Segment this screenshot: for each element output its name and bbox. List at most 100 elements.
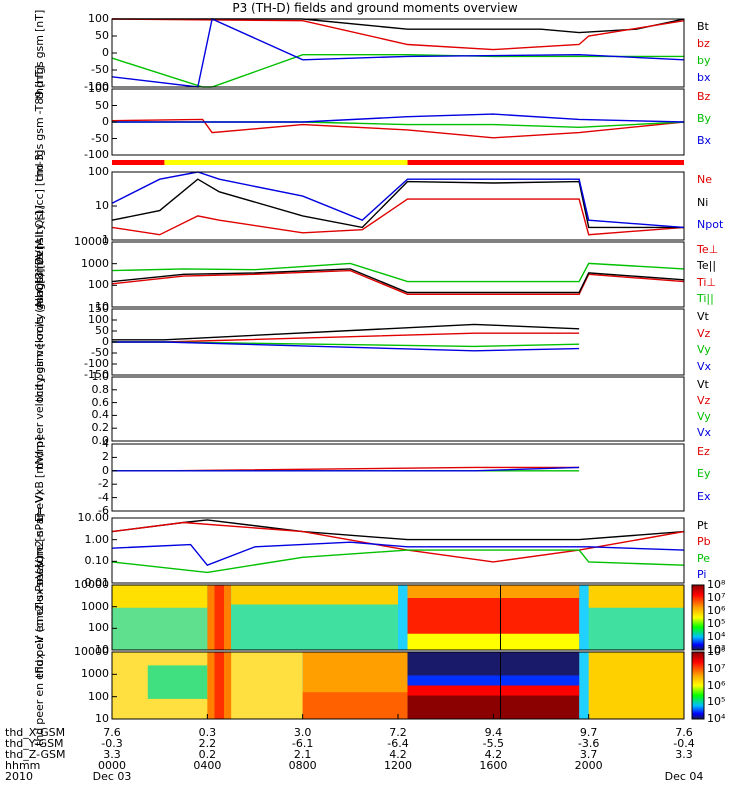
legend-entry: Vz	[697, 326, 711, 340]
series-bz-line	[111, 18, 685, 51]
colorbar-label: 10⁴	[707, 712, 726, 725]
y-tick-label: 150	[88, 302, 109, 315]
panel-frame	[111, 18, 685, 88]
colorbar-label: 10⁶	[707, 678, 726, 692]
ephemeris-value: 2.2	[198, 737, 217, 750]
legend-entry: Te⊥	[697, 243, 719, 256]
ephemeris-value: 4.2	[484, 748, 503, 761]
legend-entry: Vx	[697, 426, 712, 439]
legend-entry: Ni	[697, 195, 709, 209]
panel-temp-series	[111, 262, 685, 295]
ephemeris-value: -0.4	[673, 737, 695, 750]
legend-entry: By	[697, 112, 712, 125]
y-tick-label: 1.00	[84, 532, 110, 546]
y-tick-label: -6	[98, 504, 109, 517]
y-tick-label: 10	[95, 199, 109, 212]
legend-entry: Te||	[697, 259, 717, 273]
y-axis-label-line: gsm	[33, 350, 46, 374]
y-tick-label: 100	[88, 82, 109, 95]
panel-temp	[111, 241, 685, 308]
spec-band	[112, 585, 208, 608]
y-tick-label: 0.6	[91, 395, 110, 409]
legend-entry: Pe	[697, 551, 711, 565]
spec-band	[407, 675, 580, 686]
panel-efield	[111, 443, 685, 512]
y-axis-label-line: sr-eV)	[33, 490, 46, 523]
y-tick-label: 10000	[74, 578, 109, 591]
y-tick-label: -100	[84, 148, 109, 161]
peer-spectrogram	[112, 652, 684, 719]
series-bx-line	[112, 113, 685, 123]
ephemeris-value: -6.1	[291, 737, 314, 750]
panel-peir_vel-series	[112, 323, 580, 352]
ephemeris-value: 0.2	[198, 748, 217, 761]
y-tick-label: 100	[88, 621, 109, 635]
y-tick-label: 0	[102, 115, 109, 128]
legend-entry: Pb	[697, 535, 711, 549]
spec-band	[302, 692, 408, 719]
series-vz-line	[112, 332, 580, 343]
ephemeris-value: 1200	[384, 759, 412, 772]
colorbar-label: 10⁸	[707, 645, 726, 658]
series-te-line	[111, 268, 685, 294]
y-tick-label: 10	[95, 643, 109, 656]
y-tick-label: 1000	[81, 599, 109, 613]
ephemeris-value: 7.2	[389, 726, 407, 739]
panel-peir_vel	[111, 308, 685, 376]
y-tick-label: -150	[84, 368, 109, 381]
ephemeris-value: 0.3	[198, 726, 217, 739]
y-tick-label: 2	[102, 450, 109, 464]
ephemeris-row-label: thd_Y-GSM	[5, 737, 64, 750]
legend-entry: Pi	[697, 567, 707, 581]
y-tick-label: 50	[95, 98, 109, 112]
y-tick-label: 1	[102, 233, 109, 246]
series-pt-line	[111, 519, 685, 541]
panel-fgs	[111, 18, 685, 88]
colorbar-label: 10⁷	[707, 591, 726, 604]
y-tick-label: 10	[95, 712, 109, 725]
panel-frame	[111, 584, 685, 651]
series-pe-line	[111, 549, 685, 574]
series-by-line	[112, 121, 685, 129]
y-tick-label: -2	[98, 477, 109, 491]
spec-band	[407, 685, 580, 696]
colorbar-label: 10⁵	[707, 695, 726, 709]
y-tick-label: -100	[84, 80, 109, 93]
ephemeris-value: 0000	[98, 759, 126, 772]
legend-entry: Vx	[697, 359, 712, 373]
legend-entry: Ne	[697, 173, 712, 186]
y-axis-label-line: eV	[33, 634, 46, 650]
series-vt-line	[112, 323, 580, 341]
colorbar-label: 10⁸	[707, 578, 726, 591]
spec-band	[147, 665, 208, 699]
y-tick-label: 0.01	[84, 576, 110, 589]
ephemeris-value: 2.1	[293, 748, 312, 761]
ephemeris-value: 3.7	[579, 748, 598, 761]
panel-density-series	[111, 171, 685, 236]
y-tick-label: 0.8	[91, 382, 110, 396]
series-pb-line	[111, 521, 685, 563]
ephemeris-value: -5.5	[482, 737, 505, 750]
y-tick-label: 1000	[81, 256, 109, 270]
quality-bar	[112, 160, 684, 165]
ephemeris-value: 1600	[479, 759, 508, 772]
panel-density	[111, 171, 685, 241]
figure-title: P3 (TH-D) fields and ground moments over…	[232, 1, 518, 15]
y-axis-label-line: gsm	[33, 117, 46, 141]
ephemeris-value: 7.6	[675, 726, 693, 739]
legend-entry: Ti||	[697, 291, 714, 305]
ephemeris-value: 0800	[288, 759, 317, 772]
y-tick-label: 100	[88, 313, 109, 326]
y-tick-label: -100	[84, 357, 109, 370]
y-tick-label: 0.0	[91, 434, 110, 447]
y-axis-label-line: -T89	[33, 90, 46, 115]
y-tick-label: 100	[88, 278, 109, 292]
y-axis-label-line: [cm-3]	[33, 149, 46, 187]
panel-frame	[111, 376, 685, 442]
y-tick-label: 0.10	[84, 554, 110, 568]
legend-entry: Bx	[697, 134, 712, 147]
panel-fgs_dsl	[111, 88, 685, 156]
legend-entry: Npot	[697, 218, 724, 232]
ephemeris-row-label: 2010	[5, 770, 33, 783]
